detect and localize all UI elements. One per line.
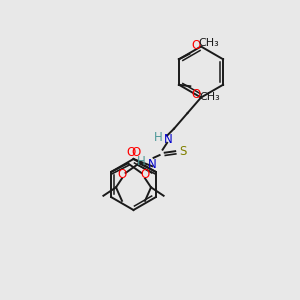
Text: H: H bbox=[137, 155, 146, 168]
Text: O: O bbox=[140, 168, 150, 181]
Text: O: O bbox=[126, 146, 136, 159]
Text: N: N bbox=[148, 158, 157, 171]
Text: O: O bbox=[131, 146, 141, 160]
Text: N: N bbox=[164, 133, 173, 146]
Text: O: O bbox=[191, 39, 200, 52]
Text: CH₃: CH₃ bbox=[199, 92, 220, 102]
Text: O: O bbox=[117, 168, 127, 181]
Text: O: O bbox=[192, 88, 201, 101]
Text: S: S bbox=[179, 145, 187, 158]
Text: CH₃: CH₃ bbox=[198, 38, 219, 48]
Text: H: H bbox=[154, 131, 163, 144]
